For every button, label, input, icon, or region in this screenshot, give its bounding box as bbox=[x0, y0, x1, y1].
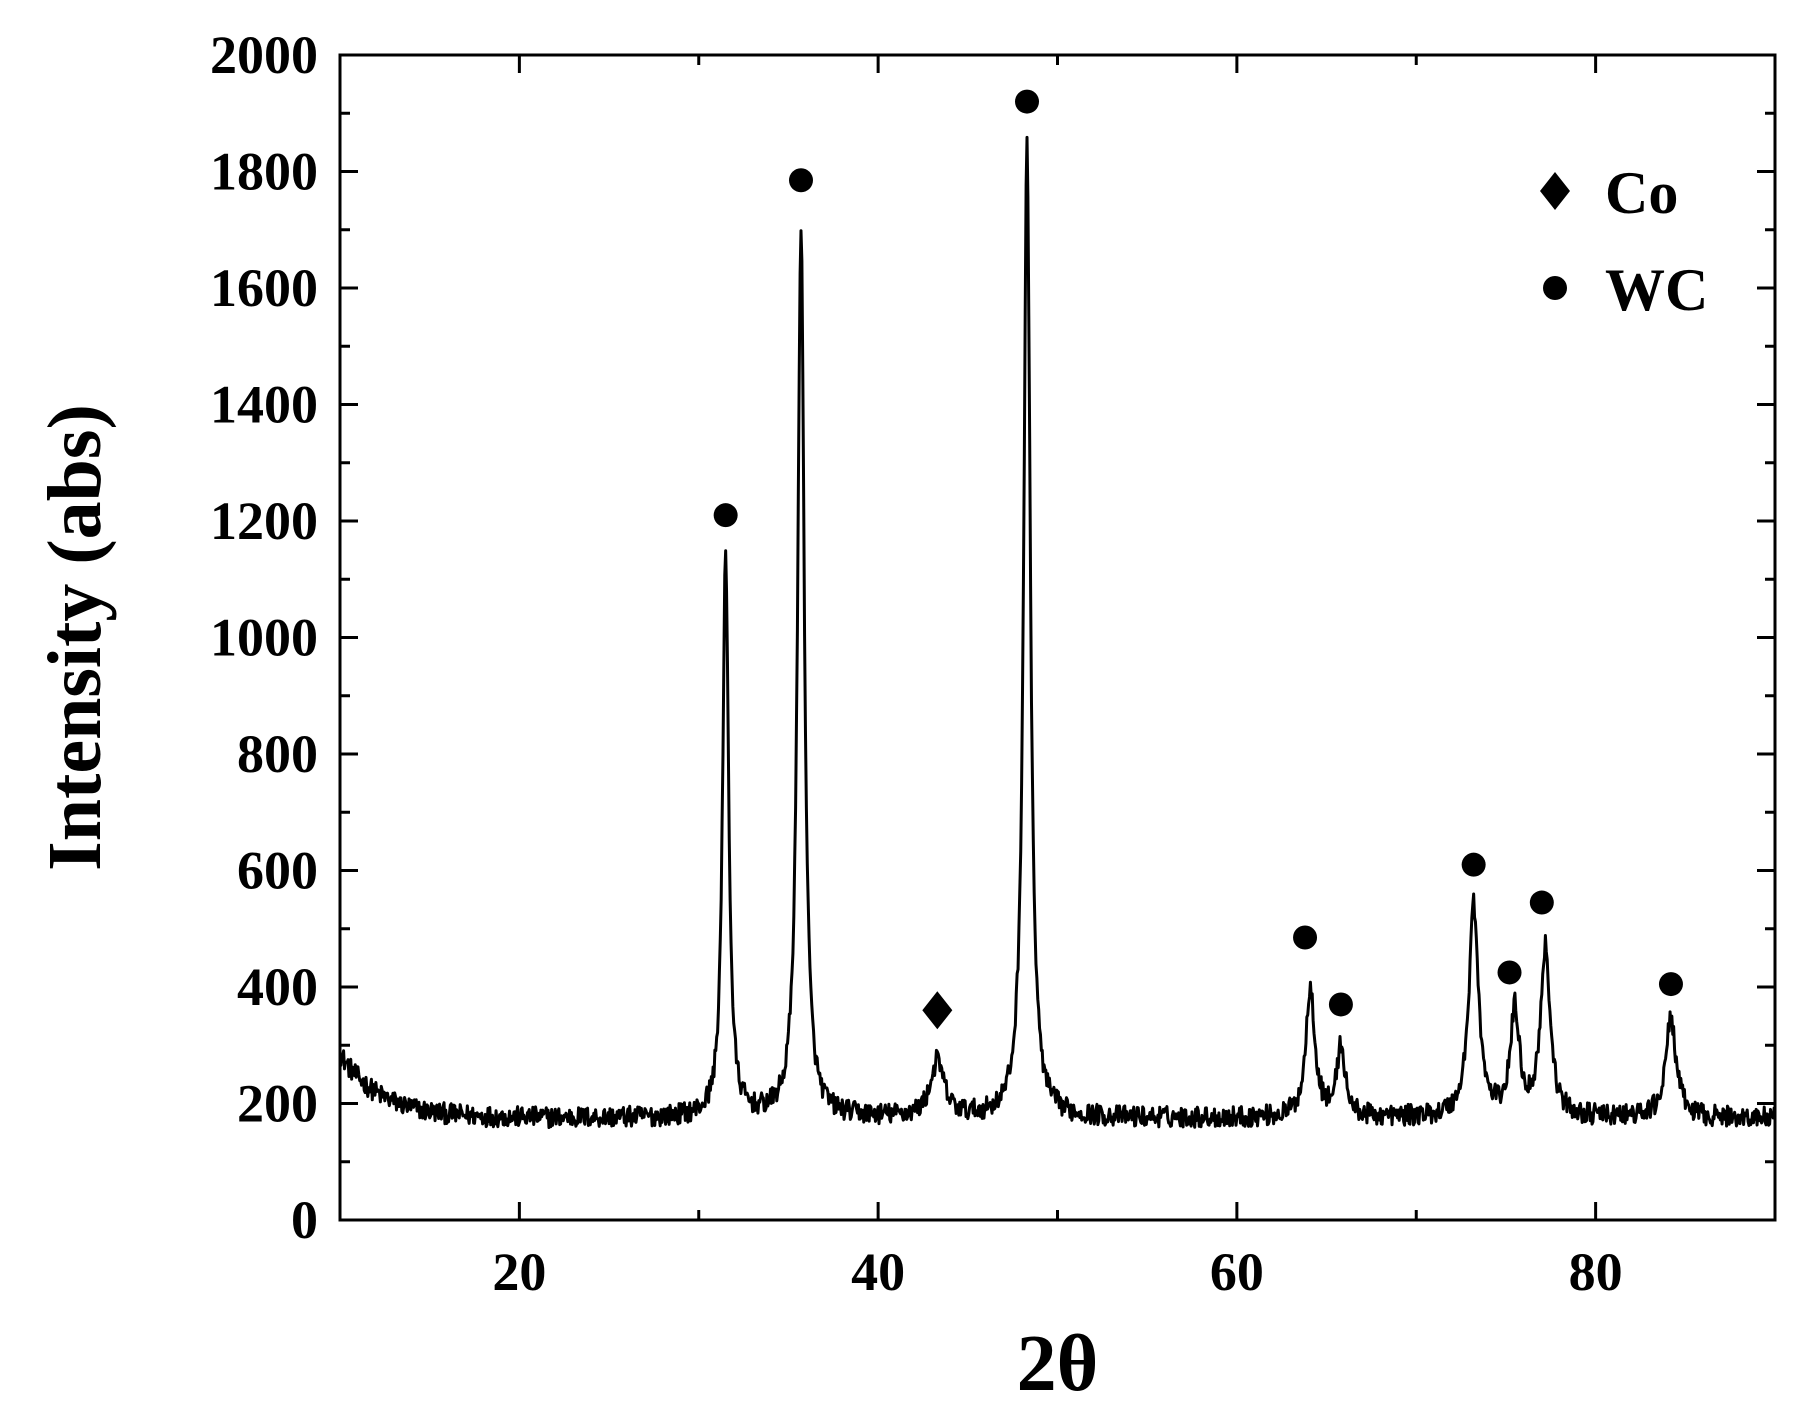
spectrum-layer bbox=[338, 135, 1777, 1129]
wc-peak-marker bbox=[1015, 89, 1040, 114]
x-tick-label: 40 bbox=[851, 1242, 905, 1302]
y-tick-label: 400 bbox=[237, 957, 318, 1017]
legend-co-symbol bbox=[1540, 172, 1570, 210]
wc-peak-marker bbox=[1658, 972, 1683, 997]
x-tick-label: 80 bbox=[1569, 1242, 1623, 1302]
x-tick-label: 20 bbox=[492, 1242, 546, 1302]
legend-wc-label: WC bbox=[1605, 257, 1708, 323]
legend: Co WC bbox=[1540, 160, 1708, 323]
y-tick-label: 800 bbox=[237, 724, 318, 784]
xrd-pattern-line bbox=[338, 135, 1777, 1129]
y-tick-label: 2000 bbox=[210, 25, 318, 85]
y-tick-label: 200 bbox=[237, 1074, 318, 1134]
y-tick-label: 600 bbox=[237, 841, 318, 901]
wc-peak-marker bbox=[788, 168, 813, 193]
x-tick-label: 60 bbox=[1210, 1242, 1264, 1302]
y-tick-label: 1800 bbox=[210, 142, 318, 202]
x-axis-title: 2θ bbox=[1017, 1320, 1099, 1408]
wc-peak-marker bbox=[1497, 960, 1522, 985]
legend-co-label: Co bbox=[1605, 160, 1678, 226]
wc-peak-marker bbox=[1529, 890, 1554, 915]
wc-peak-marker bbox=[1461, 852, 1486, 877]
y-tick-label: 1000 bbox=[210, 608, 318, 668]
co-peak-marker bbox=[922, 991, 953, 1030]
y-tick-label: 1400 bbox=[210, 375, 318, 435]
wc-peak-marker bbox=[713, 503, 738, 528]
ticks-layer bbox=[338, 53, 1777, 1222]
legend-wc-symbol bbox=[1543, 276, 1567, 300]
tick-labels-layer: 20 40 60 8002004006008001000120014001600180… bbox=[210, 25, 1623, 1302]
y-tick-label: 1600 bbox=[210, 258, 318, 318]
wc-peak-marker bbox=[1328, 992, 1353, 1017]
plot-frame bbox=[338, 53, 1777, 1222]
y-tick-label: 0 bbox=[291, 1190, 318, 1250]
y-axis-title: Intensity (abs) bbox=[33, 404, 117, 871]
y-tick-label: 1200 bbox=[210, 491, 318, 551]
peak-marker-layer bbox=[713, 89, 1683, 1030]
wc-peak-marker bbox=[1293, 925, 1318, 950]
